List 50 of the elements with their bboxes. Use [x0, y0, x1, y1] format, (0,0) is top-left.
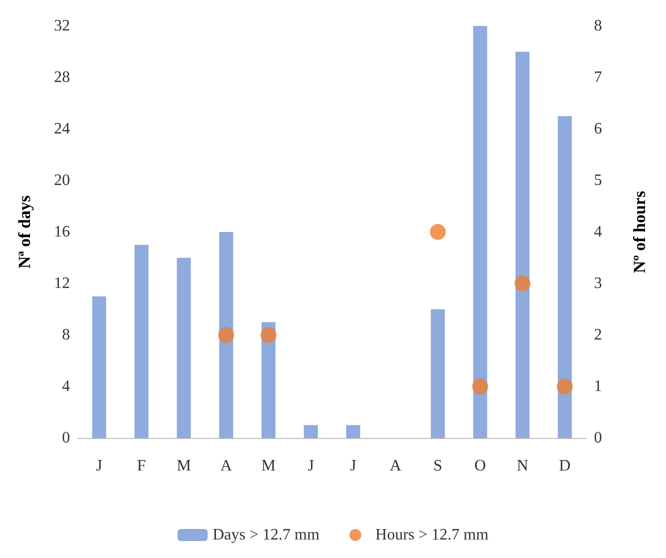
- bar: [134, 244, 148, 438]
- y-tick-label: 0: [62, 430, 70, 446]
- y2-tick-label: 1: [594, 378, 602, 395]
- bar: [516, 52, 530, 438]
- legend-label: Days > 12.7 mm: [212, 526, 320, 544]
- legend-label: Hours > 12.7 mm: [375, 526, 489, 544]
- bar: [176, 258, 191, 438]
- y2-tick-label: 0: [594, 430, 602, 446]
- bar: [473, 26, 488, 438]
- point: [472, 378, 488, 394]
- x-tick-label: D: [559, 458, 571, 474]
- y2-axis-title: Nº of hours: [630, 190, 649, 274]
- y-tick-label: 28: [54, 69, 70, 86]
- y2-tick-label: 3: [594, 275, 602, 292]
- x-tick-label: F: [137, 458, 146, 474]
- y-tick-label: 16: [54, 224, 70, 240]
- y-tick-label: 4: [62, 378, 70, 395]
- point: [514, 276, 530, 292]
- x-tick-label: N: [516, 458, 529, 474]
- x-tick-label: J: [350, 458, 356, 474]
- x-tick-label: A: [220, 458, 232, 474]
- y2-tick-label: 5: [594, 172, 602, 189]
- point: [218, 327, 234, 343]
- x-tick-label: M: [176, 458, 191, 474]
- y2-tick-label: 7: [594, 69, 602, 86]
- bar: [558, 116, 572, 438]
- y-tick-label: 32: [54, 18, 70, 34]
- bar: [430, 309, 445, 438]
- y-tick-label: 8: [62, 326, 70, 344]
- y-axis-title: Nª of days: [15, 195, 34, 269]
- bar: [92, 296, 106, 438]
- y2-tick-label: 4: [594, 224, 602, 240]
- x-tick-label: O: [474, 458, 486, 474]
- y-tick-label: 12: [54, 275, 70, 292]
- point: [430, 224, 446, 240]
- bar: [346, 425, 360, 438]
- x-tick-label: J: [308, 458, 314, 474]
- point: [260, 327, 276, 343]
- point: [556, 378, 573, 394]
- bar: [304, 425, 318, 438]
- x-tick-label: J: [96, 458, 102, 474]
- x-tick-label: S: [433, 458, 442, 474]
- y2-tick-label: 6: [594, 120, 602, 138]
- y2-tick-label: 8: [594, 18, 602, 34]
- y-tick-label: 24: [54, 120, 70, 138]
- x-tick-label: M: [261, 458, 276, 474]
- x-tick-label: A: [390, 458, 402, 474]
- bar: [219, 232, 234, 438]
- y2-tick-label: 2: [594, 326, 602, 344]
- y-tick-label: 20: [54, 172, 70, 189]
